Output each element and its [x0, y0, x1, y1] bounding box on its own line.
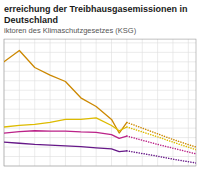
grid-line-y [4, 42, 196, 43]
grid-line-y [4, 118, 196, 119]
series-line [127, 151, 196, 163]
series-line [4, 142, 127, 151]
series-line [4, 50, 127, 133]
plot-frame [4, 39, 196, 166]
grid-line-y [4, 156, 196, 157]
title: erreichung der Treibhausgasemissionen in… [4, 4, 190, 25]
series-line [4, 118, 127, 131]
grid-line-y [4, 90, 196, 91]
grid-line-y [4, 71, 196, 72]
grid [4, 39, 196, 166]
grid-line-y [4, 147, 196, 148]
series-line [127, 136, 196, 154]
grid-line-y [4, 99, 196, 100]
chart: erreichung der Treibhausgasemissionen in… [0, 0, 200, 170]
grid-line-y [4, 52, 196, 53]
lines [4, 50, 196, 163]
series-line [4, 131, 127, 139]
subtitle: iktoren des Klimaschutzgesetzes (KSG) [4, 26, 137, 35]
grid-line-y [4, 128, 196, 129]
series-line [127, 122, 196, 147]
grid-line-y [4, 80, 196, 81]
grid-line-y [4, 61, 196, 62]
